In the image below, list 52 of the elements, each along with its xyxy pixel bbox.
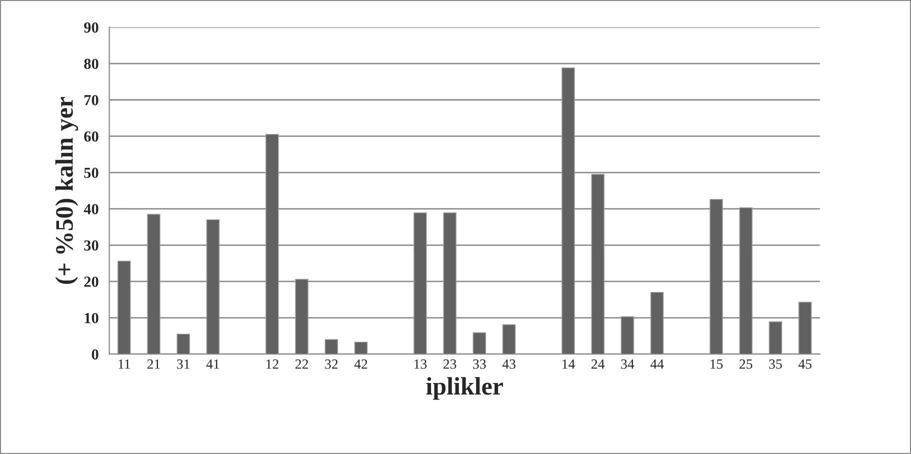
bar [768,321,782,354]
x-tick-label: 11 [118,359,130,369]
bar [147,214,160,354]
x-tick-label: 44 [650,359,664,369]
x-tick-label: 14 [562,359,575,369]
bar [414,212,427,354]
x-tick-label: 31 [177,359,190,369]
bar [591,174,604,354]
bar [176,334,190,354]
x-tick-label: 42 [354,359,368,369]
bar [295,278,308,354]
bar [472,332,486,354]
y-tick-label: 40 [84,204,98,214]
x-tick-label: 24 [592,359,605,369]
bar [502,324,516,354]
x-tick-label: 23 [443,359,456,369]
x-tick-label: 33 [473,359,486,369]
bar [206,219,220,354]
bar [650,292,664,354]
x-tick-label: 41 [206,359,220,369]
x-tick-label: 13 [414,359,427,369]
x-tick-label: 15 [710,359,723,369]
bar [620,316,634,354]
bar [710,198,723,354]
y-tick-label: 90 [84,22,98,33]
y-tick-label: 20 [84,276,98,287]
x-tick-label: 35 [769,359,782,369]
x-tick-label: 45 [798,359,812,369]
bar [562,68,575,354]
y-tick-label: 60 [84,131,98,142]
x-axis-title: iplikler [426,377,503,400]
bar [354,342,368,354]
y-tick-label: 80 [84,58,98,70]
x-tick-label: 21 [147,359,160,369]
y-tick-label: 0 [92,349,98,360]
x-tick-label: 43 [502,359,516,369]
x-tick-label: 12 [266,359,278,369]
x-tick-label: 25 [740,359,752,369]
bar [798,302,812,354]
y-tick-label: 70 [84,95,98,106]
y-tick-label: 10 [84,312,98,324]
x-tick-label: 34 [621,359,634,369]
bar [324,339,338,354]
y-axis-title: (+ %50) kalın yer [55,96,78,284]
bar [443,212,456,354]
bar [266,134,279,354]
bar [117,260,131,354]
x-tick-label: 32 [325,359,338,369]
y-tick-label: 30 [84,240,98,251]
x-tick-label: 22 [295,359,308,369]
y-tick-label: 50 [84,168,98,178]
bar [739,207,753,354]
